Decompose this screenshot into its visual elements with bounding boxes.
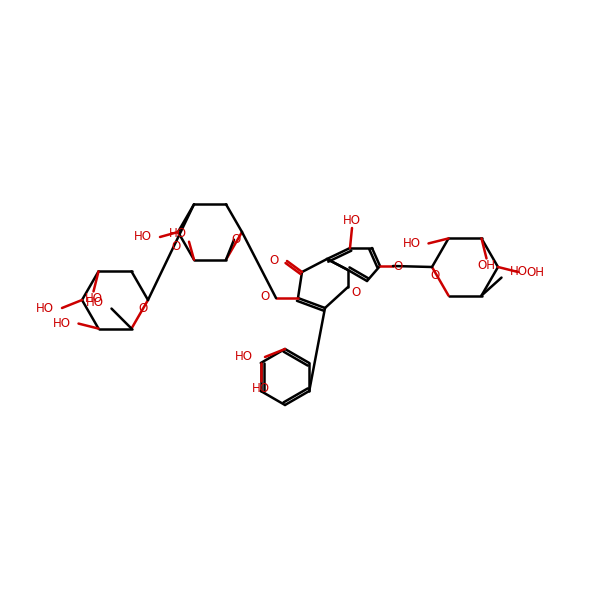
- Text: HO: HO: [509, 265, 527, 278]
- Text: HO: HO: [36, 301, 54, 314]
- Text: O: O: [138, 302, 148, 315]
- Text: HO: HO: [86, 296, 104, 309]
- Text: HO: HO: [343, 214, 361, 226]
- Text: O: O: [261, 290, 270, 304]
- Text: HO: HO: [169, 227, 187, 240]
- Text: HO: HO: [53, 317, 71, 330]
- Text: O: O: [394, 259, 403, 272]
- Text: O: O: [172, 239, 181, 253]
- Text: HO: HO: [252, 383, 270, 395]
- Text: O: O: [352, 286, 361, 298]
- Text: O: O: [431, 269, 440, 282]
- Text: OH: OH: [526, 265, 544, 278]
- Text: O: O: [270, 254, 279, 268]
- Text: O: O: [232, 233, 241, 247]
- Text: HO: HO: [134, 230, 152, 244]
- Text: HO: HO: [403, 237, 421, 250]
- Text: OH: OH: [478, 259, 496, 272]
- Text: HO: HO: [85, 292, 103, 305]
- Text: HO: HO: [235, 350, 253, 364]
